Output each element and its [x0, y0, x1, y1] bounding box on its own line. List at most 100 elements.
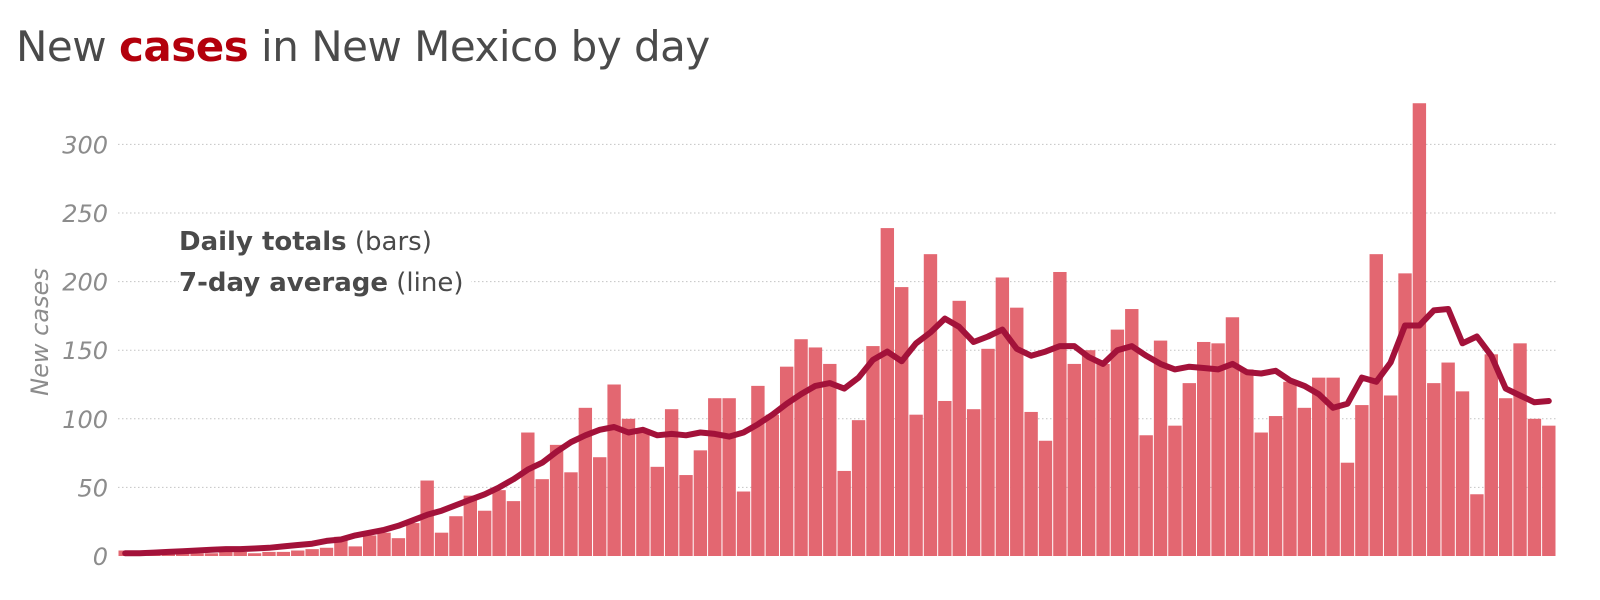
daily-bar	[1340, 462, 1355, 556]
daily-bar	[1010, 307, 1024, 556]
y-axis-label: New cases	[26, 268, 54, 396]
daily-bar	[650, 466, 664, 556]
daily-bar	[866, 346, 880, 556]
y-tick-label: 300	[62, 131, 108, 159]
daily-bar	[1470, 494, 1484, 556]
daily-bar	[1038, 440, 1053, 556]
daily-bar	[492, 490, 506, 556]
y-axis-ticks: 0 50 100 150 200 250 300	[62, 131, 108, 571]
daily-bar	[938, 400, 952, 556]
legend-daily-rest: (bars)	[346, 227, 432, 257]
daily-bar	[1096, 363, 1110, 556]
daily-bar	[1484, 354, 1498, 556]
y-tick-label: 50	[77, 474, 108, 502]
daily-bar	[204, 553, 219, 556]
daily-bar	[190, 553, 204, 556]
daily-bar	[1182, 383, 1196, 556]
daily-bar	[262, 551, 276, 556]
daily-bar	[463, 495, 477, 556]
daily-bar	[607, 384, 621, 556]
daily-bar	[966, 409, 981, 556]
y-tick-label: 150	[62, 337, 108, 365]
daily-bar	[319, 547, 334, 556]
daily-bar	[362, 535, 377, 556]
daily-bar	[1024, 411, 1038, 556]
daily-bar	[521, 432, 535, 556]
daily-bar	[1225, 317, 1240, 556]
daily-bar	[219, 551, 233, 556]
daily-bar	[1168, 425, 1182, 556]
average-line-group	[122, 306, 1552, 557]
daily-bar	[679, 475, 693, 556]
daily-bar	[851, 420, 866, 556]
y-tick-label: 100	[62, 406, 108, 434]
legend: Daily totals (bars) 7-day average (line)	[179, 220, 472, 308]
daily-bar	[1412, 103, 1427, 557]
daily-bar	[506, 501, 521, 556]
daily-bar	[1053, 271, 1067, 556]
daily-bar	[406, 523, 420, 556]
daily-bar	[1197, 341, 1211, 556]
daily-bar	[1427, 383, 1441, 556]
daily-bar	[765, 414, 779, 556]
daily-bar	[348, 546, 362, 556]
daily-bar	[1527, 418, 1542, 556]
daily-bar	[621, 418, 636, 556]
daily-bar	[1369, 254, 1383, 556]
daily-bar	[449, 516, 463, 556]
y-tick-label: 250	[62, 200, 108, 228]
daily-bar	[1383, 395, 1398, 556]
daily-bar	[952, 300, 966, 556]
daily-bar	[1455, 391, 1470, 556]
legend-daily: Daily totals (bars)	[179, 222, 463, 263]
daily-bar	[1312, 377, 1326, 556]
daily-bar	[779, 366, 794, 556]
daily-bar	[823, 363, 837, 556]
legend-average: 7-day average (line)	[179, 263, 463, 304]
daily-bar	[909, 414, 923, 556]
daily-bar	[578, 407, 593, 556]
daily-bar	[1211, 343, 1225, 556]
daily-bar	[1498, 398, 1513, 556]
daily-bar	[837, 470, 851, 556]
daily-bar	[291, 550, 305, 556]
daily-bar	[736, 491, 751, 556]
daily-bar	[923, 254, 938, 556]
daily-bar	[708, 398, 722, 556]
daily-bar	[693, 450, 708, 556]
daily-bar	[564, 472, 578, 556]
y-tick-label: 200	[62, 269, 108, 297]
daily-bar	[549, 444, 564, 556]
daily-bar	[176, 553, 190, 556]
legend-daily-strong: Daily totals	[179, 227, 347, 257]
daily-bar	[1542, 425, 1556, 556]
daily-bar	[276, 551, 291, 556]
daily-bar	[535, 479, 549, 556]
daily-bar	[1125, 309, 1139, 556]
daily-bar	[895, 287, 909, 556]
daily-bar	[1398, 273, 1412, 556]
daily-bar	[1326, 377, 1340, 556]
daily-bar	[722, 398, 736, 556]
daily-bar	[305, 549, 319, 556]
title-after: in New Mexico by day	[248, 22, 710, 71]
daily-bar	[880, 228, 895, 557]
y-tick-label: 0	[93, 543, 108, 571]
daily-bars	[118, 103, 1556, 557]
daily-bar	[1297, 407, 1312, 556]
daily-bar	[1268, 416, 1283, 556]
daily-bar	[1283, 381, 1297, 556]
daily-bar	[664, 409, 679, 556]
daily-bar	[1081, 350, 1096, 556]
daily-bar	[995, 277, 1010, 556]
daily-bar	[391, 538, 406, 556]
chart-title: New cases in New Mexico by day	[16, 22, 710, 71]
daily-bar	[247, 553, 262, 556]
legend-average-rest: (line)	[387, 268, 464, 298]
daily-bar	[981, 348, 995, 556]
daily-bar	[1240, 369, 1254, 556]
daily-bar	[377, 532, 391, 556]
daily-bar	[1254, 432, 1268, 556]
daily-bar	[1513, 343, 1527, 556]
